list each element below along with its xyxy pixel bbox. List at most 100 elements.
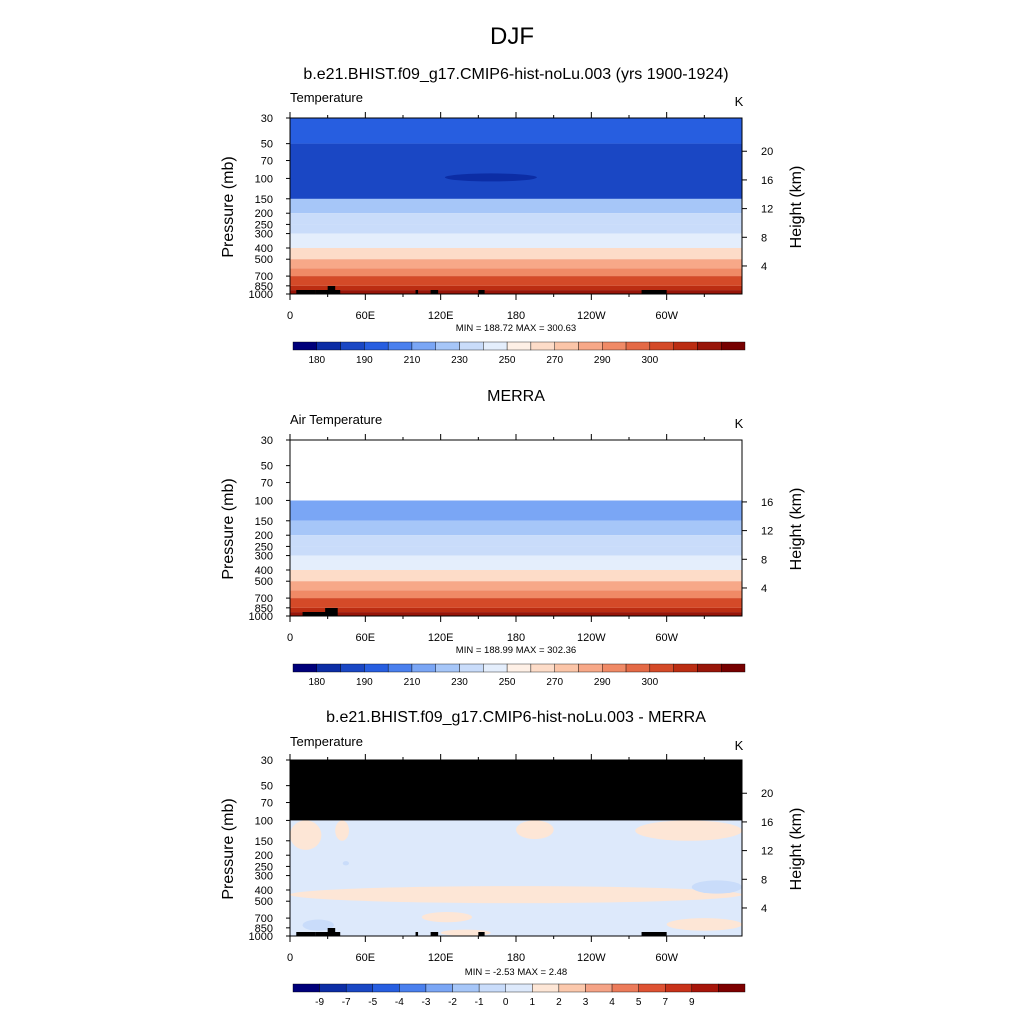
model-y-tick-label: 100 <box>255 173 273 185</box>
obs-y-tick-label: 150 <box>255 516 273 528</box>
obs-temperature-band <box>290 570 742 582</box>
obs-temperature-band <box>290 555 742 571</box>
diff-anomaly-patch <box>635 820 743 841</box>
obs-y-tick-label: 400 <box>255 565 273 577</box>
obs-colorbar-swatch <box>292 663 317 673</box>
diff-missing-region <box>290 760 742 821</box>
diff-colorbar-swatch <box>345 983 373 993</box>
model-temperature-band <box>290 285 742 291</box>
obs-height-tick-label: 8 <box>761 554 767 566</box>
model-colorbar-label: 270 <box>546 355 563 366</box>
model-y-tick-label: 250 <box>255 219 273 231</box>
model-colorbar-label: 210 <box>404 355 421 366</box>
diff-height-tick-label: 4 <box>761 903 767 915</box>
obs-colorbar-swatch <box>554 663 579 673</box>
obs-x-tick-label: 120E <box>428 632 454 644</box>
obs-colorbar-swatch <box>578 663 603 673</box>
diff-y2-axis-title: Height (km) <box>788 808 805 891</box>
diff-colorbar-swatch <box>319 983 347 993</box>
model-y-tick-label: 700 <box>255 271 273 283</box>
obs-temperature-band <box>290 607 742 613</box>
diff-topography-mask <box>641 932 667 936</box>
model-colorbar-label: 190 <box>356 355 373 366</box>
diff-colorbar <box>292 983 746 993</box>
model-temperature-band <box>290 143 742 199</box>
obs-y-tick-label: 30 <box>261 435 273 447</box>
obs-temperature-band <box>290 581 742 591</box>
diff-anomaly-patch <box>342 861 350 866</box>
diff-colorbar-swatch <box>372 983 400 993</box>
diff-colorbar-swatch <box>505 983 533 993</box>
diff-y-tick-label: 700 <box>255 913 273 925</box>
diff-colorbar-swatch <box>718 983 746 993</box>
diff-colorbar-label: 2 <box>556 997 562 1008</box>
obs-colorbar <box>292 663 746 673</box>
model-colorbar-swatch <box>316 341 341 351</box>
diff-y-tick-label: 30 <box>261 755 273 767</box>
obs-y-tick-label: 200 <box>255 530 273 542</box>
obs-x-tick-label: 0 <box>287 632 293 644</box>
diff-colorbar-label: 9 <box>689 997 695 1008</box>
model-topography-mask <box>478 290 485 294</box>
model-colorbar-swatch <box>387 341 413 351</box>
diff-topography-mask <box>315 932 341 936</box>
model-temperature-band <box>290 213 742 225</box>
obs-y-tick-label: 850 <box>255 603 273 615</box>
obs-colorbar-swatch <box>411 663 436 673</box>
obs-height-tick-label: 12 <box>761 526 773 538</box>
model-x-tick-label: 60W <box>655 310 678 322</box>
model-temperature-band <box>290 259 742 269</box>
obs-temperature-band <box>290 535 742 547</box>
model-colorbar-swatch <box>506 341 532 351</box>
season-title: DJF <box>490 23 534 50</box>
obs-x-tick-label: 60W <box>655 632 678 644</box>
model-y2-axis-title: Height (km) <box>788 166 805 249</box>
obs-colorbar-swatch <box>721 663 746 673</box>
model-y-tick-label: 850 <box>255 281 273 293</box>
obs-height-tick-label: 16 <box>761 497 773 509</box>
diff-anomaly-patch <box>666 918 742 931</box>
obs-temperature-band <box>290 590 742 599</box>
model-temperature-band <box>290 268 742 277</box>
obs-colorbar-swatch <box>364 663 389 673</box>
diff-panel: b.e21.BHIST.f09_g17.CMIP6-hist-noLu.003 … <box>220 709 805 1008</box>
model-y-axis-title: Pressure (mb) <box>220 156 237 257</box>
model-y-tick-label: 30 <box>261 113 273 125</box>
obs-colorbar-label: 190 <box>356 677 373 688</box>
model-y-tick-label: 70 <box>261 156 273 168</box>
model-colorbar-swatch <box>364 341 389 351</box>
model-temperature-band <box>290 290 742 294</box>
diff-anomaly-patch <box>440 929 491 937</box>
obs-units: K <box>735 416 744 431</box>
obs-colorbar-swatch <box>316 663 341 673</box>
diff-colorbar-label: -5 <box>368 997 377 1008</box>
model-colorbar-swatch <box>578 341 603 351</box>
model-x-tick-label: 60E <box>356 310 376 322</box>
model-stats: MIN = 188.72 MAX = 300.63 <box>456 323 576 334</box>
model-temperature-band <box>290 276 742 286</box>
diff-anomaly-patch <box>421 912 473 923</box>
model-x-tick-label: 120W <box>577 310 606 322</box>
model-colorbar-swatch <box>411 341 436 351</box>
model-plot-area <box>290 118 742 294</box>
model-y-tick-label: 300 <box>255 229 273 241</box>
diff-colorbar-swatch <box>691 983 719 993</box>
obs-left-label: Air Temperature <box>290 412 382 427</box>
model-topography-mask <box>296 290 316 294</box>
obs-height-tick-label: 4 <box>761 583 767 595</box>
obs-colorbar-label: 290 <box>594 677 611 688</box>
obs-colorbar-swatch <box>649 663 674 673</box>
model-topography-mask <box>641 290 667 294</box>
model-temperature-band <box>290 198 742 214</box>
diff-colorbar-label: -3 <box>421 997 430 1008</box>
model-colorbar-label: 230 <box>451 355 468 366</box>
obs-colorbar-swatch <box>697 663 722 673</box>
obs-colorbar-swatch <box>506 663 532 673</box>
diff-colorbar-swatch <box>665 983 693 993</box>
diff-y-tick-label: 200 <box>255 850 273 862</box>
diff-y-tick-label: 250 <box>255 861 273 873</box>
diff-anomaly-patch <box>335 820 350 841</box>
obs-panel: MERRA Air Temperature K MIN = 188.99 MAX… <box>220 388 805 688</box>
model-colorbar-swatch <box>697 341 722 351</box>
diff-y-tick-label: 500 <box>255 896 273 908</box>
